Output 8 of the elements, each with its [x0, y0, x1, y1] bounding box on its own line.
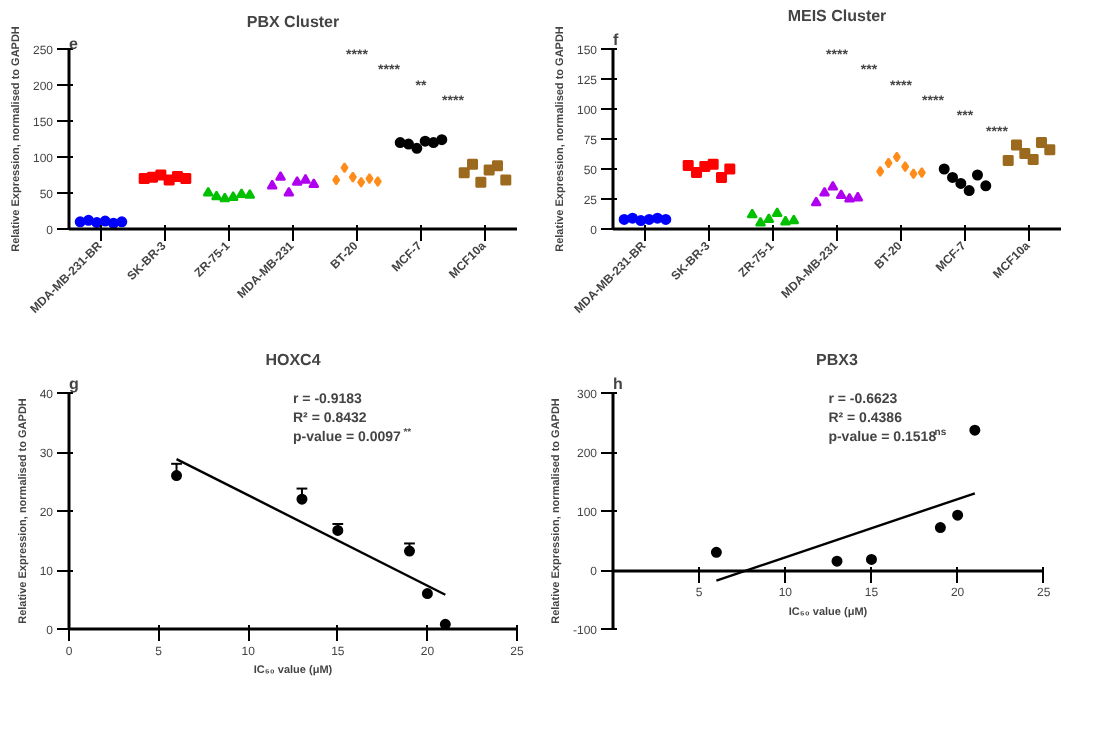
annotation: e — [69, 35, 79, 53]
annotation: f — [613, 31, 619, 49]
chart-title: PBX3 — [816, 351, 859, 369]
chart-title: MEIS Cluster — [787, 7, 887, 25]
chart-title: HOXC4 — [265, 351, 322, 369]
chart-title: PBX Cluster — [246, 13, 340, 31]
text: g — [69, 375, 79, 393]
text: h — [613, 375, 623, 393]
